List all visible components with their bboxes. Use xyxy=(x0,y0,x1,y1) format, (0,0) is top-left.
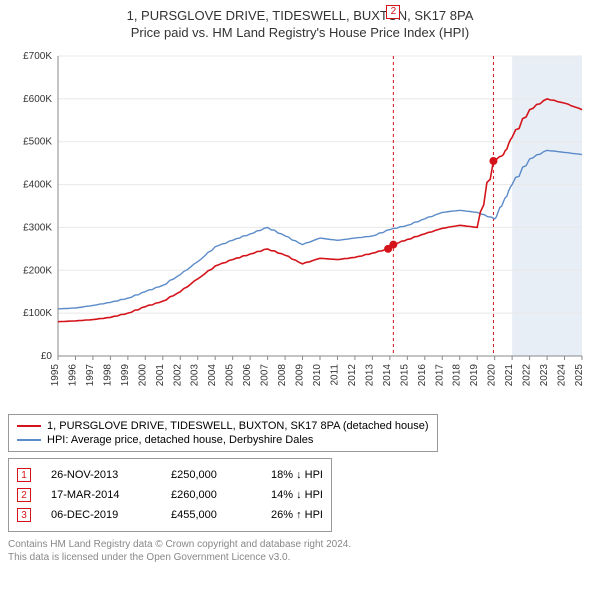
svg-text:£500K: £500K xyxy=(23,137,52,148)
event-price: £260,000 xyxy=(171,489,251,501)
legend: 1, PURSGLOVE DRIVE, TIDESWELL, BUXTON, S… xyxy=(8,414,438,452)
svg-text:1995: 1995 xyxy=(50,364,61,387)
svg-text:£300K: £300K xyxy=(23,222,52,233)
legend-row: 1, PURSGLOVE DRIVE, TIDESWELL, BUXTON, S… xyxy=(17,419,429,433)
event-row: 1 26-NOV-2013 £250,000 18% ↓ HPI xyxy=(17,465,323,485)
svg-text:2020: 2020 xyxy=(487,364,498,387)
event-row: 2 17-MAR-2014 £260,000 14% ↓ HPI xyxy=(17,485,323,505)
event-date: 26-NOV-2013 xyxy=(51,469,151,481)
svg-text:2001: 2001 xyxy=(155,364,166,387)
legend-row: HPI: Average price, detached house, Derb… xyxy=(17,433,429,447)
svg-text:£400K: £400K xyxy=(23,180,52,191)
svg-text:2000: 2000 xyxy=(137,364,148,387)
svg-text:2015: 2015 xyxy=(399,364,410,387)
svg-text:2005: 2005 xyxy=(225,364,236,387)
svg-text:£700K: £700K xyxy=(23,51,52,62)
chart-title-line2: Price paid vs. HM Land Registry's House … xyxy=(8,25,592,40)
series-property xyxy=(58,99,582,322)
event-marker-2 xyxy=(389,241,397,249)
svg-text:2022: 2022 xyxy=(522,364,533,387)
footnote: Contains HM Land Registry data © Crown c… xyxy=(8,538,592,564)
footnote-line2: This data is licensed under the Open Gov… xyxy=(8,551,592,564)
svg-text:2012: 2012 xyxy=(347,364,358,387)
svg-text:£0: £0 xyxy=(41,351,53,362)
svg-text:2010: 2010 xyxy=(312,364,323,387)
chart-title-line1: 1, PURSGLOVE DRIVE, TIDESWELL, BUXTON, S… xyxy=(8,8,592,23)
svg-text:2002: 2002 xyxy=(172,364,183,387)
event-num-marker: 2 xyxy=(17,488,31,502)
event-row: 3 06-DEC-2019 £455,000 26% ↑ HPI xyxy=(17,505,323,525)
event-marker-3 xyxy=(489,157,497,165)
svg-text:2007: 2007 xyxy=(260,364,271,387)
svg-text:2013: 2013 xyxy=(364,364,375,387)
svg-text:1998: 1998 xyxy=(102,364,113,387)
event-delta: 14% ↓ HPI xyxy=(271,489,323,501)
svg-text:2016: 2016 xyxy=(417,364,428,387)
legend-swatch xyxy=(17,439,41,441)
chart-container: £0 £100K £200K £300K £400K £500K £600K £700K 199… xyxy=(8,46,592,406)
svg-text:£600K: £600K xyxy=(23,94,52,105)
event-num-marker: 3 xyxy=(17,508,31,522)
svg-text:2017: 2017 xyxy=(434,364,445,387)
svg-text:2011: 2011 xyxy=(329,364,340,386)
series-hpi xyxy=(58,150,582,309)
svg-text:£200K: £200K xyxy=(23,265,52,276)
svg-text:2024: 2024 xyxy=(557,364,568,387)
event-delta: 26% ↑ HPI xyxy=(271,509,323,521)
events-table: 1 26-NOV-2013 £250,000 18% ↓ HPI 2 17-MAR-201… xyxy=(8,458,332,532)
svg-text:2018: 2018 xyxy=(452,364,463,387)
legend-label: 1, PURSGLOVE DRIVE, TIDESWELL, BUXTON, S… xyxy=(47,420,429,432)
legend-swatch xyxy=(17,425,41,427)
footnote-line1: Contains HM Land Registry data © Crown c… xyxy=(8,538,592,551)
event-delta: 18% ↓ HPI xyxy=(271,469,323,481)
event-date: 06-DEC-2019 xyxy=(51,509,151,521)
svg-text:2019: 2019 xyxy=(469,364,480,387)
svg-text:£100K: £100K xyxy=(23,308,52,319)
event-date: 17-MAR-2014 xyxy=(51,489,151,501)
svg-text:2008: 2008 xyxy=(277,364,288,387)
svg-text:2025: 2025 xyxy=(574,364,585,387)
svg-text:2021: 2021 xyxy=(504,364,515,387)
event-annotation-2: 2 xyxy=(386,5,400,19)
event-num-marker: 1 xyxy=(17,468,31,482)
svg-text:1999: 1999 xyxy=(120,364,131,387)
svg-text:1997: 1997 xyxy=(85,364,96,387)
svg-text:2009: 2009 xyxy=(295,364,306,387)
svg-text:2006: 2006 xyxy=(242,364,253,387)
chart-title-block: 1, PURSGLOVE DRIVE, TIDESWELL, BUXTON, S… xyxy=(8,8,592,40)
line-chart: £0 £100K £200K £300K £400K £500K £600K £700K 199… xyxy=(8,46,592,406)
svg-text:2014: 2014 xyxy=(382,364,393,387)
svg-text:1996: 1996 xyxy=(67,364,78,387)
svg-text:2023: 2023 xyxy=(539,364,550,387)
legend-label: HPI: Average price, detached house, Derb… xyxy=(47,434,313,446)
event-price: £250,000 xyxy=(171,469,251,481)
svg-text:2003: 2003 xyxy=(190,364,201,387)
svg-text:2004: 2004 xyxy=(207,364,218,387)
event-price: £455,000 xyxy=(171,509,251,521)
